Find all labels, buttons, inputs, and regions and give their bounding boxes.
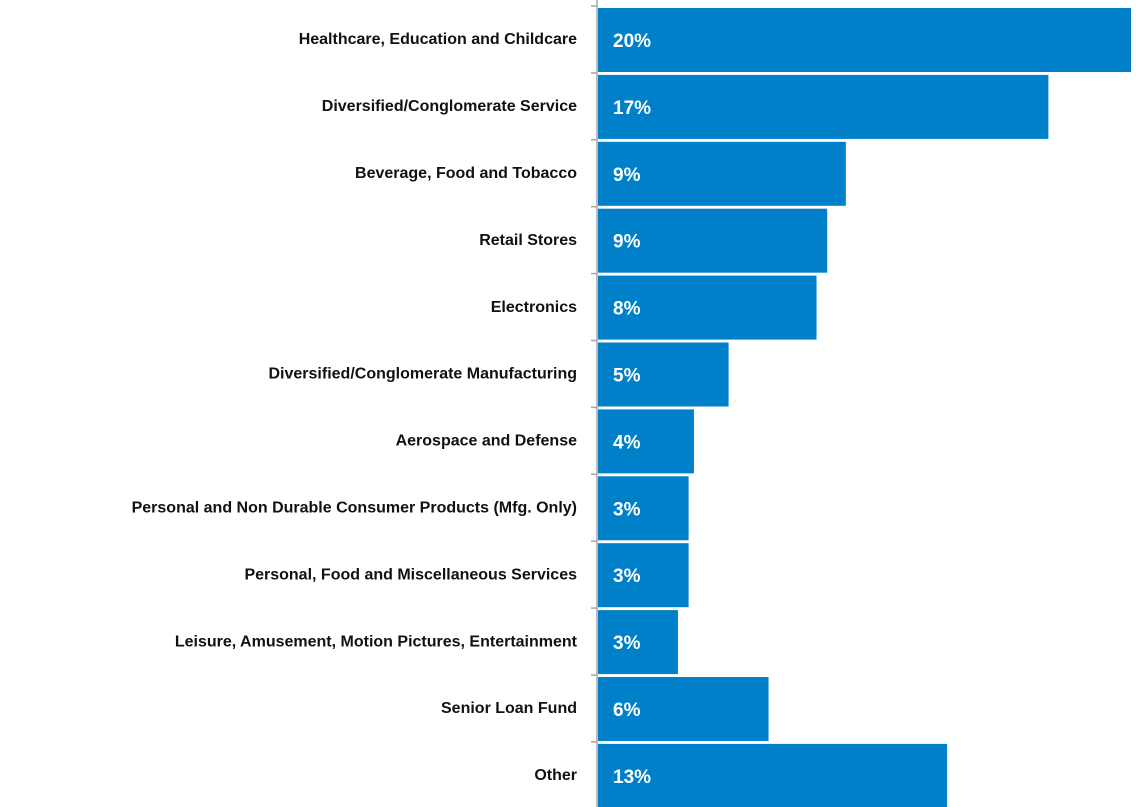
value-label: 4% xyxy=(613,432,641,453)
value-label: 8% xyxy=(613,299,641,320)
value-label: 9% xyxy=(613,232,641,253)
bar xyxy=(598,342,729,407)
category-label: Aerospace and Defense xyxy=(396,433,578,450)
bar xyxy=(598,275,817,340)
value-label: 20% xyxy=(613,31,651,52)
category-label: Senior Loan Fund xyxy=(441,700,577,717)
bar xyxy=(598,409,694,474)
category-label: Beverage, Food and Tobacco xyxy=(355,165,577,182)
category-label: Personal and Non Durable Consumer Produc… xyxy=(132,500,577,517)
bar xyxy=(598,677,769,741)
category-label: Diversified/Conglomerate Manufacturing xyxy=(269,366,578,383)
category-label: Diversified/Conglomerate Service xyxy=(322,98,577,115)
bar xyxy=(598,8,1131,72)
value-label: 3% xyxy=(613,566,641,587)
bar xyxy=(598,476,689,541)
bar xyxy=(598,141,846,206)
value-label: 9% xyxy=(613,165,641,186)
bar xyxy=(598,543,689,608)
bar xyxy=(598,208,828,273)
value-label: 6% xyxy=(613,700,641,721)
bar xyxy=(598,74,1049,139)
value-label: 3% xyxy=(613,499,641,520)
category-label: Healthcare, Education and Childcare xyxy=(299,31,577,48)
value-label: 13% xyxy=(613,767,651,788)
category-label: Electronics xyxy=(491,299,577,316)
value-label: 5% xyxy=(613,366,641,387)
category-label: Personal, Food and Miscellaneous Service… xyxy=(244,566,577,583)
category-label: Other xyxy=(534,767,577,784)
bar xyxy=(598,610,678,675)
value-label: 17% xyxy=(613,98,651,119)
category-label: Retail Stores xyxy=(479,232,577,249)
bar xyxy=(598,743,948,807)
value-label: 3% xyxy=(613,633,641,654)
category-label: Leisure, Amusement, Motion Pictures, Ent… xyxy=(175,633,578,650)
